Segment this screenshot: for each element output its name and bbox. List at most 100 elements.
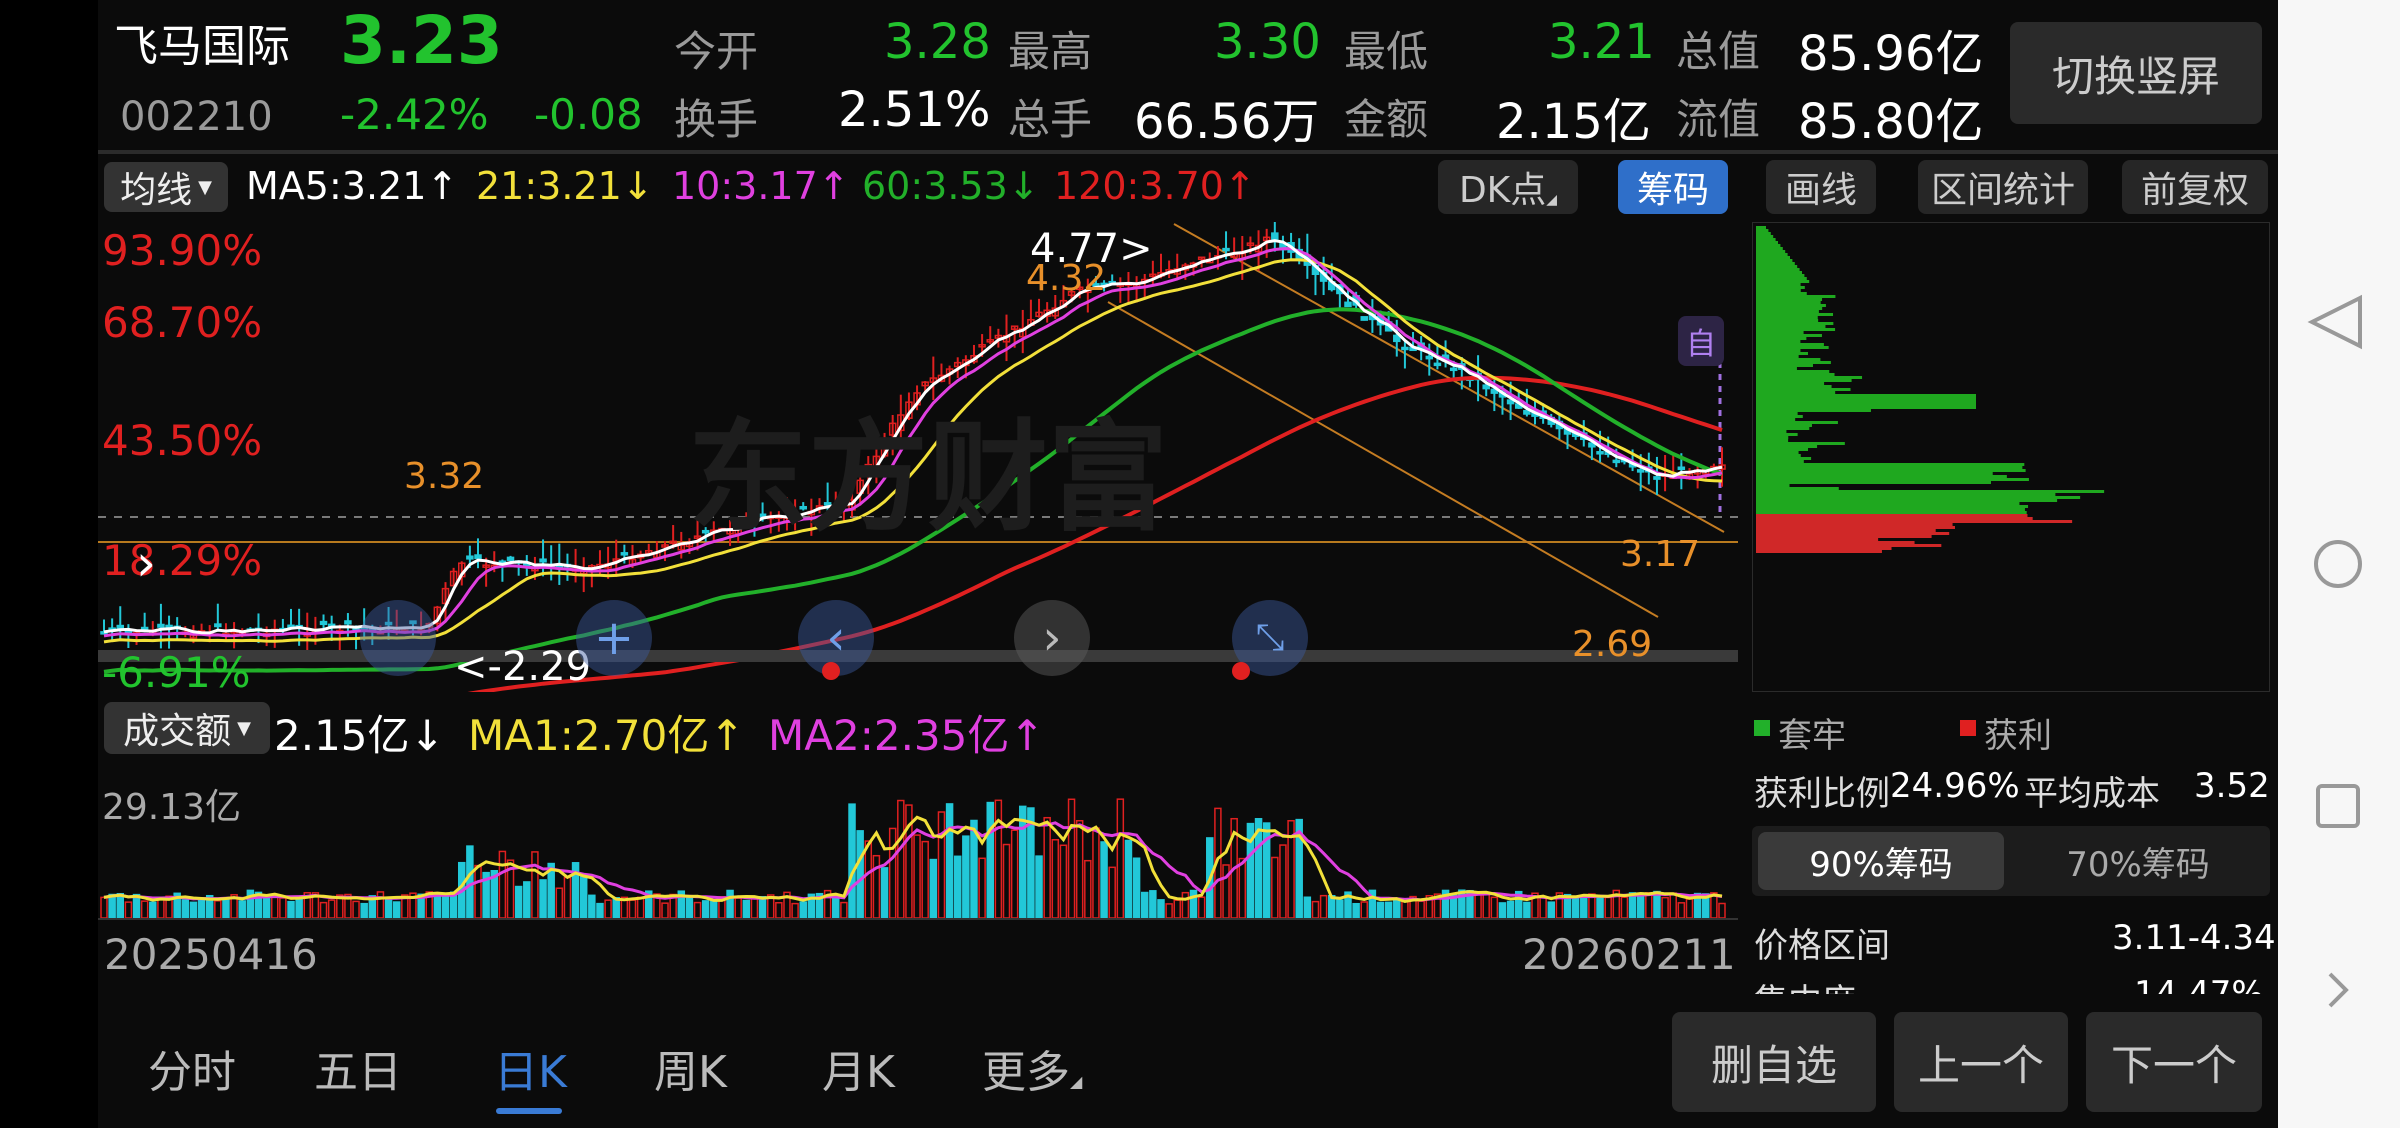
recents-icon[interactable] (2298, 776, 2378, 836)
avg-cost-value: 3.52 (2194, 766, 2270, 806)
low-value: 3.21 (1548, 14, 1655, 70)
profit-legend: 获利 (1984, 716, 2052, 756)
tab-intraday[interactable]: 分时 (148, 1047, 236, 1098)
tab-daily-k[interactable]: 日K (494, 1047, 567, 1098)
event-dot-2[interactable] (1232, 662, 1250, 680)
concentration-label: 集中度 (1754, 974, 1856, 994)
trap-legend-swatch (1754, 720, 1770, 736)
volume-hands-value: 66.56万 (1134, 94, 1320, 150)
annotation-high: 4.77> (1030, 226, 1153, 272)
dk-point-button[interactable]: DK点 ◢ (1438, 160, 1578, 214)
ma120-value: 120:3.70↑ (1054, 164, 1256, 208)
concentration-value: 14.47% (2134, 974, 2264, 994)
ma60-value: 60:3.53↓ (862, 164, 1040, 208)
ma21-value: 21:3.21↓ (476, 164, 654, 208)
volume-selector[interactable]: 成交额 ▼ (104, 702, 270, 754)
float-value-label: 流值 (1676, 95, 1761, 144)
annotation-low: <-2.29 (454, 644, 592, 690)
header-divider (98, 150, 2278, 154)
draw-line-button[interactable]: 画线 (1766, 160, 1876, 214)
tab-90-chip[interactable]: 90%筹码 (1758, 832, 2004, 890)
chevron-right-icon[interactable]: › (136, 534, 156, 592)
corner-triangle-icon: ◢ (1546, 192, 1558, 208)
change-pct: -2.42% (340, 90, 489, 139)
high-value: 3.30 (1214, 14, 1321, 70)
float-value: 85.80亿 (1798, 94, 1984, 150)
axis-label-68: 68.70% (102, 298, 263, 347)
axis-label-93: 93.90% (102, 226, 263, 275)
open-label: 今开 (674, 27, 759, 76)
total-value-label: 总值 (1676, 27, 1761, 76)
profit-ratio-label: 获利比例 (1754, 774, 1890, 814)
ma-selector[interactable]: 均线 ▼ (104, 162, 228, 212)
ma21-line (103, 258, 1723, 644)
scroll-left-icon[interactable] (360, 600, 436, 676)
switch-portrait-button[interactable]: 切换竖屏 (2010, 22, 2262, 124)
price-range-value: 3.11-4.34 (2112, 918, 2276, 958)
date-start: 20250416 (104, 930, 318, 979)
price-range-label: 价格区间 (1754, 926, 1890, 966)
amount-value: 2.15亿 (1496, 94, 1651, 150)
annotation-317: 3.17 (1620, 534, 1701, 575)
profit-ratio-value: 24.96% (1890, 766, 2020, 806)
volume-selector-label: 成交额 (123, 711, 232, 752)
date-end: 20260211 (1522, 930, 1736, 979)
tab-more[interactable]: 更多◢ (982, 1036, 1082, 1100)
axis-label-18: 18.29% (102, 536, 263, 585)
total-value: 85.96亿 (1798, 26, 1984, 82)
caret-down-icon: ▼ (198, 176, 212, 198)
avg-cost-label: 平均成本 (2024, 774, 2160, 814)
tab-monthly-k[interactable]: 月K (822, 1047, 895, 1098)
ma120-line (467, 375, 1723, 692)
remove-watchlist-button[interactable]: 删自选 (1672, 1012, 1876, 1112)
change-value: -0.08 (534, 90, 643, 139)
volume-ma2: MA2:2.35亿↑ (768, 711, 1045, 760)
annotation-432: 4.32 (1026, 258, 1107, 299)
caret-down-icon: ▼ (237, 717, 251, 739)
trap-legend: 套牢 (1778, 716, 1846, 756)
volume-chart (98, 762, 1738, 922)
volume-hands-label: 总手 (1008, 95, 1093, 144)
amount-label: 金额 (1344, 95, 1429, 144)
zoom-in-icon[interactable]: + (576, 600, 652, 676)
annotation-332: 3.32 (404, 456, 485, 497)
turnover-value: 2.51% (838, 82, 991, 138)
ma60-line (103, 307, 1723, 674)
low-label: 最低 (1344, 27, 1429, 76)
active-tab-indicator (496, 1108, 562, 1114)
volume-value: 2.15亿↓ (274, 711, 445, 760)
next-button[interactable]: 下一个 (2086, 1012, 2262, 1112)
chart-scroll-track[interactable] (98, 650, 1738, 662)
self-tag[interactable]: 自 (1678, 316, 1724, 366)
concentration-row: 集中度 14.47% (1752, 974, 2270, 994)
watermark: 东方财富 (688, 409, 1168, 548)
tab-70-chip[interactable]: 70%筹码 (2066, 844, 2210, 885)
annotation-269: 2.69 (1572, 624, 1653, 665)
home-icon[interactable] (2298, 534, 2378, 594)
adjust-button[interactable]: 前复权 (2122, 160, 2268, 214)
stock-app: 飞马国际 3.23 002210 -2.42% -0.08 今开 3.28 最高… (98, 0, 2278, 1128)
chevron-right-nav-icon[interactable]: › (1014, 600, 1090, 676)
back-icon[interactable] (2298, 292, 2378, 352)
tab-five-day[interactable]: 五日 (314, 1047, 402, 1098)
chevron-right-icon[interactable] (2298, 960, 2378, 1020)
chip-button[interactable]: 筹码 (1618, 160, 1728, 214)
event-dot[interactable] (822, 662, 840, 680)
chip-distribution-chart (1752, 222, 2270, 692)
kline-chart[interactable] (98, 222, 1738, 692)
dk-point-label: DK点 (1458, 170, 1547, 211)
turnover-label: 换手 (674, 95, 759, 144)
stock-code: 002210 (120, 94, 273, 140)
previous-button[interactable]: 上一个 (1894, 1012, 2068, 1112)
system-nav-bar (2278, 0, 2400, 1128)
tab-weekly-k[interactable]: 周K (654, 1047, 727, 1098)
volume-baseline (98, 918, 1738, 920)
open-value: 3.28 (884, 14, 991, 70)
volume-ma1: MA1:2.70亿↑ (468, 711, 745, 760)
trend-line-lower (1107, 301, 1659, 618)
profit-legend-swatch (1960, 720, 1976, 736)
interval-stats-button[interactable]: 区间统计 (1918, 160, 2088, 214)
stock-price: 3.23 (340, 2, 503, 79)
ma10-line (103, 246, 1723, 638)
corner-triangle-icon: ◢ (1070, 1072, 1083, 1091)
